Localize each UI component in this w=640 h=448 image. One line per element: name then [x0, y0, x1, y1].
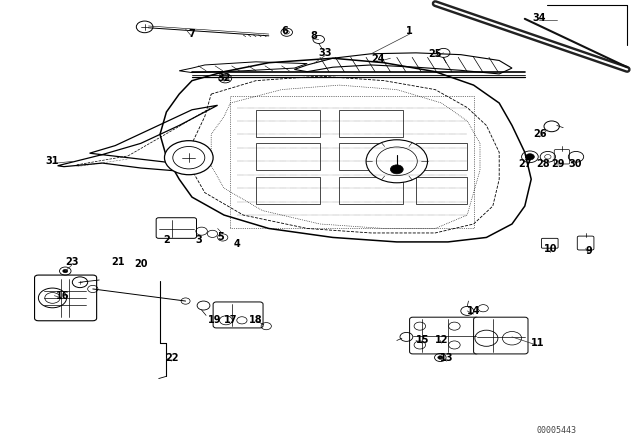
Text: 1: 1 [406, 26, 413, 36]
Text: 11: 11 [531, 338, 545, 348]
Circle shape [366, 140, 428, 183]
Text: 18: 18 [249, 315, 263, 325]
Text: 16: 16 [56, 291, 70, 301]
Circle shape [63, 269, 68, 273]
Text: 4: 4 [234, 239, 240, 249]
Circle shape [38, 288, 67, 308]
Circle shape [525, 154, 534, 160]
Text: 31: 31 [45, 156, 60, 166]
Text: 26: 26 [532, 129, 547, 139]
Circle shape [438, 356, 443, 359]
Text: 8: 8 [310, 31, 317, 41]
Text: 6: 6 [282, 26, 288, 36]
Circle shape [164, 141, 213, 175]
Text: 25: 25 [428, 49, 442, 59]
FancyBboxPatch shape [474, 317, 528, 354]
Text: 00005443: 00005443 [537, 426, 577, 435]
FancyBboxPatch shape [213, 302, 263, 328]
Text: 2: 2 [163, 235, 170, 245]
FancyBboxPatch shape [35, 275, 97, 321]
Text: 7: 7 [189, 29, 195, 39]
Text: 32: 32 [217, 73, 231, 83]
FancyBboxPatch shape [156, 218, 196, 238]
Text: 20: 20 [134, 259, 148, 269]
Text: 23: 23 [65, 257, 79, 267]
Text: 27: 27 [518, 159, 532, 168]
Text: 17: 17 [223, 315, 237, 325]
Text: 5: 5 [218, 233, 224, 242]
Text: 15: 15 [415, 336, 429, 345]
Text: 19: 19 [207, 315, 221, 325]
Text: 29: 29 [551, 159, 565, 168]
Circle shape [390, 165, 403, 174]
Text: 9: 9 [586, 246, 592, 256]
Text: 13: 13 [440, 353, 454, 363]
Text: 21: 21 [111, 257, 125, 267]
Text: 24: 24 [371, 54, 385, 64]
Text: 12: 12 [435, 336, 449, 345]
Text: 14: 14 [467, 306, 481, 316]
FancyBboxPatch shape [410, 317, 479, 354]
Text: 3: 3 [195, 235, 202, 245]
Text: 28: 28 [536, 159, 550, 168]
Text: 33: 33 [318, 48, 332, 58]
Text: 30: 30 [568, 159, 582, 168]
Text: 34: 34 [532, 13, 546, 23]
Text: 10: 10 [543, 244, 557, 254]
Circle shape [72, 277, 88, 288]
Text: 22: 22 [164, 353, 179, 363]
